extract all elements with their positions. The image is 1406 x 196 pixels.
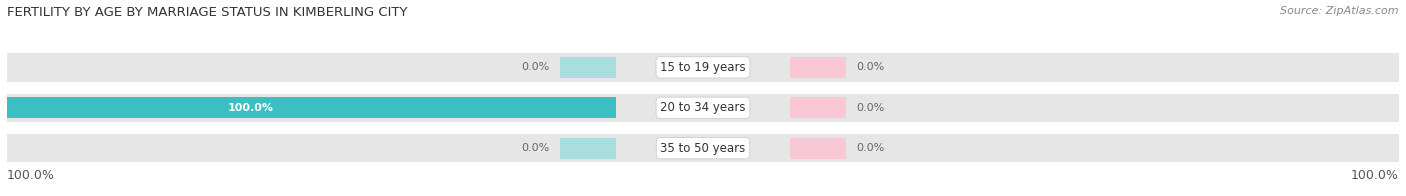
Text: 0.0%: 0.0% bbox=[522, 62, 550, 72]
Text: 0.0%: 0.0% bbox=[856, 62, 884, 72]
Bar bbox=[7, 97, 616, 118]
Text: 35 to 50 years: 35 to 50 years bbox=[661, 142, 745, 155]
Bar bbox=[790, 97, 845, 118]
Text: FERTILITY BY AGE BY MARRIAGE STATUS IN KIMBERLING CITY: FERTILITY BY AGE BY MARRIAGE STATUS IN K… bbox=[7, 6, 408, 19]
Text: 0.0%: 0.0% bbox=[522, 143, 550, 153]
Bar bbox=[7, 94, 1399, 122]
Bar bbox=[7, 53, 1399, 82]
Bar bbox=[561, 138, 616, 159]
Text: 100.0%: 100.0% bbox=[228, 103, 274, 113]
Bar bbox=[790, 57, 845, 78]
Bar bbox=[790, 138, 845, 159]
Text: 0.0%: 0.0% bbox=[856, 143, 884, 153]
Bar bbox=[7, 134, 1399, 162]
Text: 20 to 34 years: 20 to 34 years bbox=[661, 101, 745, 114]
Text: 15 to 19 years: 15 to 19 years bbox=[661, 61, 745, 74]
Text: 100.0%: 100.0% bbox=[7, 169, 55, 182]
Text: Source: ZipAtlas.com: Source: ZipAtlas.com bbox=[1281, 6, 1399, 16]
Bar bbox=[561, 57, 616, 78]
Text: 100.0%: 100.0% bbox=[1351, 169, 1399, 182]
Text: 0.0%: 0.0% bbox=[856, 103, 884, 113]
